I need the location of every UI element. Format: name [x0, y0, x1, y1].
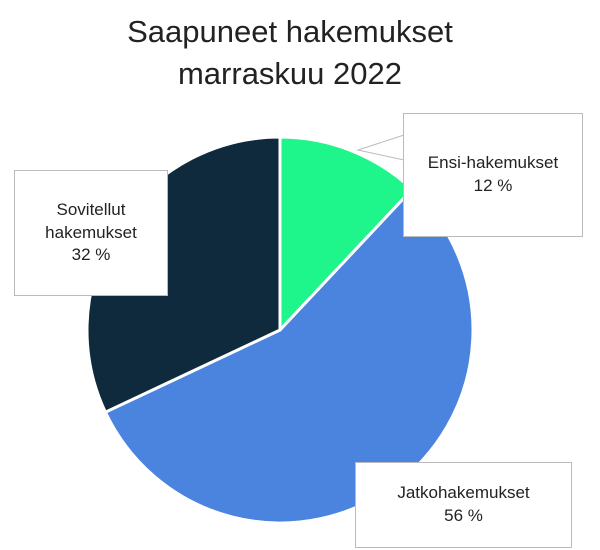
data-label: Ensi-hakemukset 12 %	[403, 113, 583, 237]
category-label: Ensi-hakemukset	[427, 153, 559, 173]
category-label: Sovitellut hakemukset	[45, 199, 137, 242]
value-label: 56 %	[444, 506, 483, 525]
data-label: Jatkohakemukset 56 %	[355, 462, 572, 548]
category-label: Jatkohakemukset	[397, 483, 530, 503]
data-label: Sovitellut hakemukset 32 %	[14, 170, 168, 296]
value-label: 32 %	[71, 245, 111, 265]
chart-title: Saapuneet hakemukset	[127, 14, 453, 49]
chart-title: marraskuu 2022	[178, 56, 402, 91]
value-label: 12 %	[473, 176, 513, 195]
